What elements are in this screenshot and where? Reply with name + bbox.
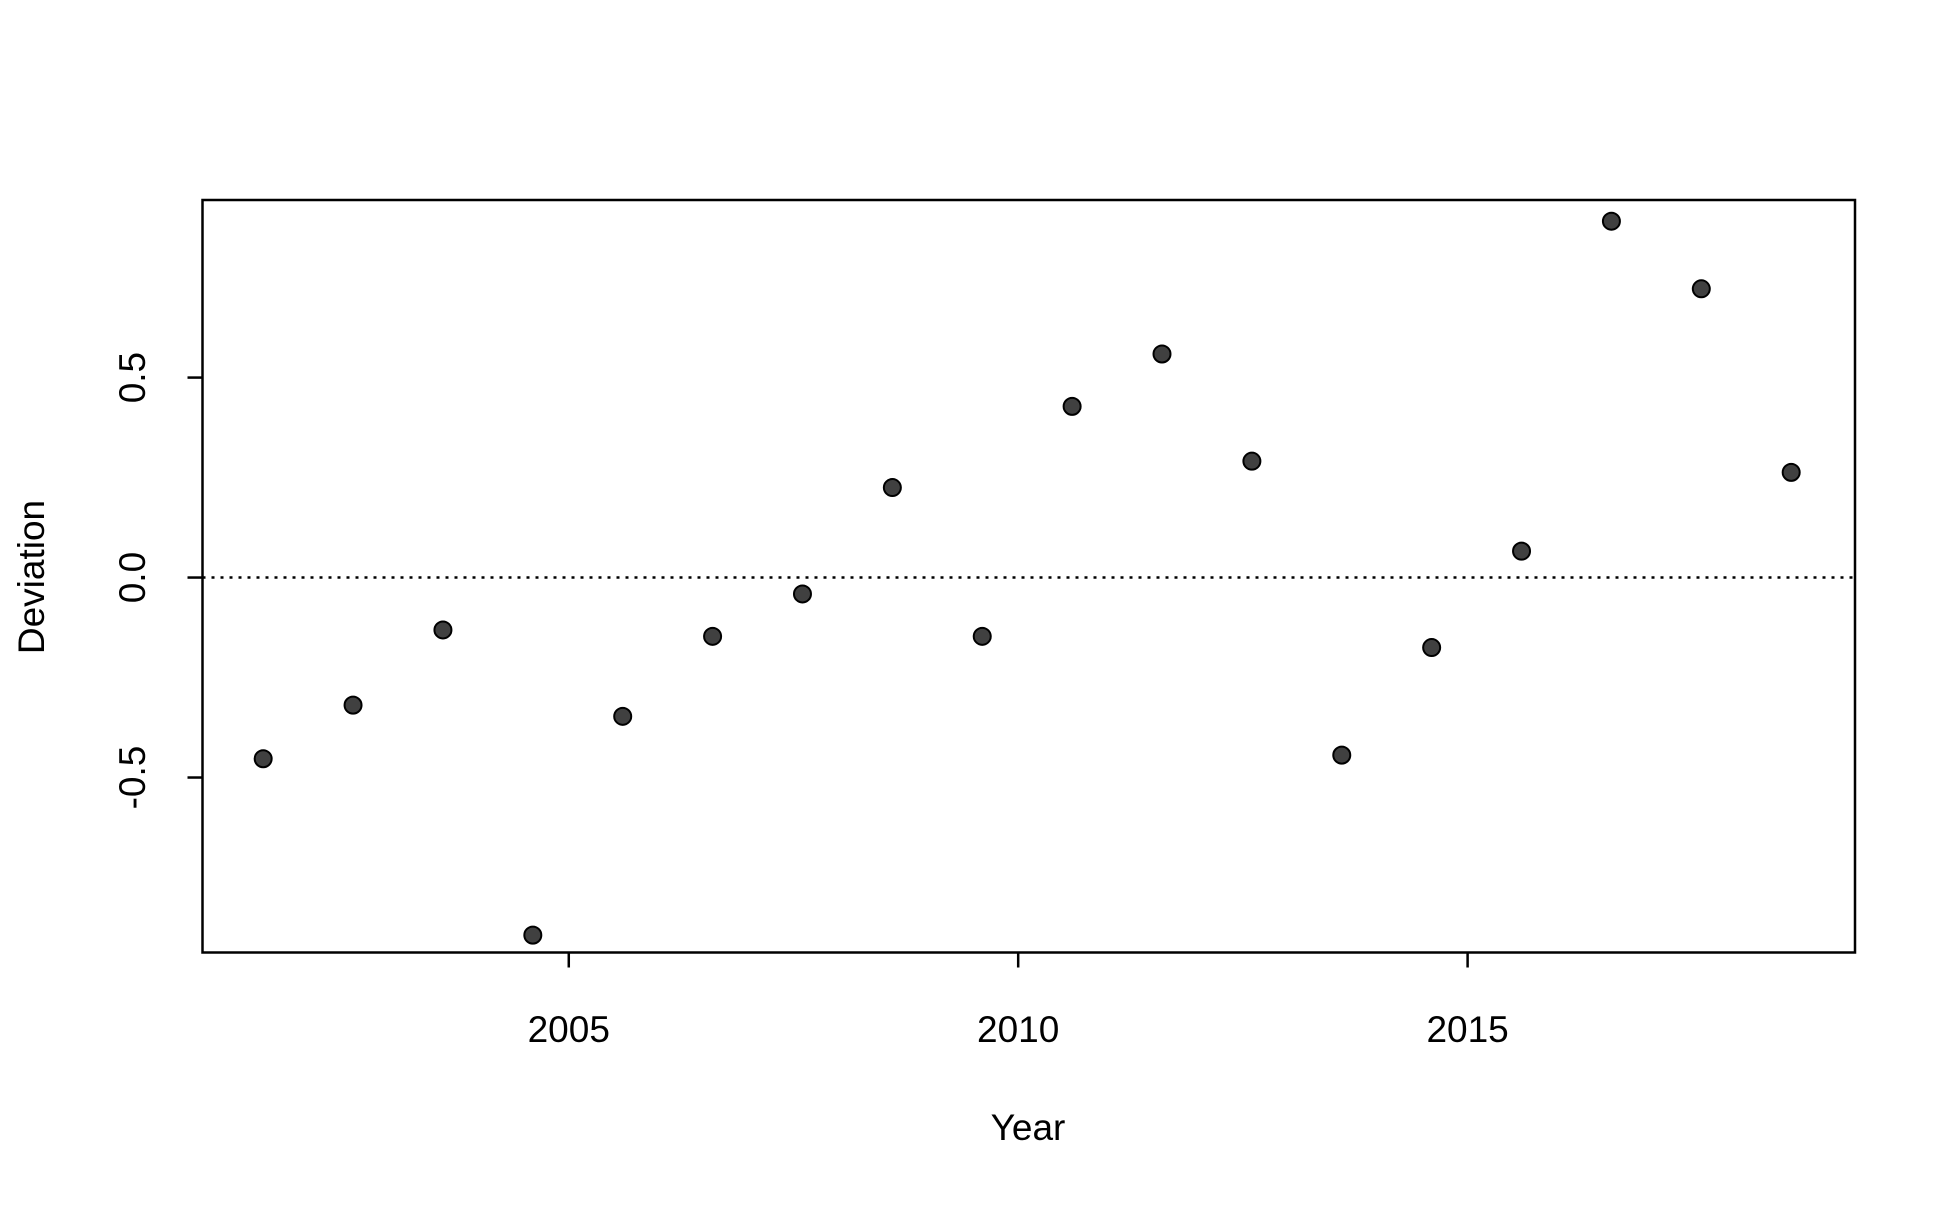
x-tick-label: 2010 xyxy=(977,1009,1059,1050)
point xyxy=(1422,638,1442,658)
point xyxy=(1062,396,1082,416)
point xyxy=(1512,541,1532,561)
point xyxy=(613,706,633,726)
point xyxy=(1781,462,1801,482)
point xyxy=(433,620,453,640)
x-tick-label: 2005 xyxy=(528,1009,610,1050)
point xyxy=(1691,279,1711,299)
point xyxy=(1332,745,1352,765)
point xyxy=(703,626,723,646)
point xyxy=(882,478,902,498)
y-tick-label: 0.5 xyxy=(112,352,153,403)
y-axis-label: Deviation xyxy=(11,500,52,654)
y-tick-label: 0.0 xyxy=(112,552,153,603)
plot-frame xyxy=(201,198,1857,954)
x-tick-label: 2015 xyxy=(1426,1009,1508,1050)
point xyxy=(1152,344,1172,364)
point xyxy=(792,584,812,604)
point xyxy=(1242,451,1262,471)
y-tick-label: -0.5 xyxy=(112,746,153,810)
point xyxy=(343,695,363,715)
point xyxy=(972,626,992,646)
point xyxy=(523,925,543,945)
point xyxy=(1601,211,1621,231)
point xyxy=(253,749,273,769)
x-axis-label: Year xyxy=(991,1107,1066,1148)
